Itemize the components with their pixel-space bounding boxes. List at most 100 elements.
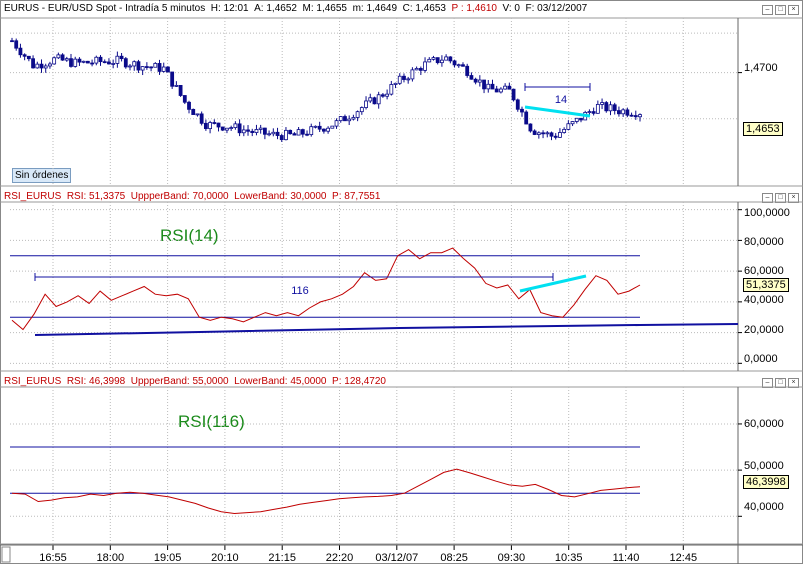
candle-body: [444, 56, 449, 61]
rsi116-panel-controls: – □ ×: [762, 378, 799, 388]
candle-body: [490, 83, 495, 90]
candle-body: [499, 88, 503, 93]
candle-body: [566, 123, 571, 130]
candle-body: [330, 125, 335, 129]
rsi14-baseline: [34, 323, 739, 336]
candle-body: [587, 111, 592, 113]
candle-body: [503, 85, 508, 90]
candle-body: [511, 88, 516, 101]
time-axis-label: 12:45: [670, 552, 698, 564]
price-current-badge: 1,4653: [743, 122, 783, 136]
rsi14-label: RSI(14): [160, 226, 219, 245]
candle-body: [229, 127, 234, 129]
time-axis-label: 11:40: [613, 552, 640, 564]
candle-body: [465, 65, 470, 76]
minimize-icon[interactable]: –: [762, 5, 773, 15]
candle-body: [119, 55, 124, 60]
candle-body: [98, 56, 103, 63]
candle-body: [469, 75, 474, 80]
candle-body: [617, 110, 621, 115]
rsi116-line: [11, 468, 641, 515]
candle-body: [435, 57, 440, 64]
time-axis-label: 22:20: [326, 552, 354, 564]
candle-body: [115, 55, 120, 64]
rsi116-upper: UppperBand: 55,0000: [130, 376, 229, 387]
candle-body: [199, 113, 204, 124]
candle-body: [77, 58, 82, 63]
rsi14-axis-tick: 60,0000: [744, 265, 784, 277]
candle-body: [178, 85, 183, 96]
rsi116-lower: LowerBand: 45,0000: [234, 376, 327, 387]
candle-body: [536, 132, 541, 135]
candle-body: [520, 108, 524, 113]
candle-body: [90, 62, 94, 65]
candle-body: [26, 55, 31, 60]
candle-body: [31, 58, 35, 69]
rsi14-panel-title: RSI_EURUS RSI: 51,3375 UppperBand: 70,00…: [4, 191, 380, 202]
candle-body: [389, 84, 394, 95]
candle-body: [612, 104, 617, 111]
close-icon[interactable]: ×: [788, 5, 799, 15]
candle-body: [170, 71, 175, 87]
time-axis-label: 09:30: [498, 552, 526, 564]
orders-status-button[interactable]: Sin órdenes: [12, 168, 72, 183]
candle-body: [52, 57, 57, 65]
candle-body: [94, 56, 99, 64]
rsi116-label: RSI(116): [178, 412, 245, 431]
candle-body: [157, 63, 162, 72]
time-axis-label: 20:10: [211, 552, 239, 564]
candle-body: [195, 113, 200, 116]
price-panel-title: EURUS - EUR/USD Spot - Intradía 5 minuto…: [4, 3, 588, 14]
candle-body: [473, 78, 478, 83]
candle-body: [570, 121, 575, 125]
candle-body: [123, 58, 128, 68]
candle-body: [166, 66, 170, 73]
candle-body: [604, 102, 609, 112]
candle-body: [262, 127, 267, 135]
candle-body: [140, 66, 145, 71]
candle-body: [347, 118, 352, 122]
candle-body: [128, 65, 132, 68]
candle-body: [136, 61, 141, 71]
max-label: M: 1,4655: [302, 3, 347, 14]
candle-body: [515, 99, 520, 110]
candle-body: [380, 94, 385, 97]
candle-body: [144, 66, 149, 68]
candle-body: [14, 40, 19, 49]
candle-body: [507, 85, 512, 90]
candle-body: [549, 132, 554, 137]
candle-body: [410, 69, 415, 80]
candle-body: [368, 97, 373, 102]
rsi116-p: P: 128,4720: [332, 376, 386, 387]
rsi14-lower: LowerBand: 30,0000: [234, 191, 327, 202]
rsi116-symbol: RSI_EURUS: [4, 376, 62, 387]
date-label: F: 03/12/2007: [525, 3, 588, 14]
candle-body: [558, 132, 562, 138]
candle-body: [397, 75, 402, 84]
candle-body: [275, 131, 280, 136]
candle-body: [343, 116, 347, 122]
min-label: m: 1,4649: [352, 3, 398, 14]
time-axis-label: 16:55: [39, 552, 67, 564]
instrument-label: EUR/USD Spot - Intradía 5 minutos: [47, 3, 206, 14]
rsi14-axis-tick: 40,0000: [744, 294, 784, 306]
time-axis-label: 21:15: [268, 552, 296, 564]
candle-body: [448, 56, 453, 62]
candle-body: [250, 130, 255, 133]
candle-body: [216, 122, 221, 128]
candle-body: [73, 58, 78, 67]
candle-body: [385, 93, 390, 97]
rsi14-trendline: [519, 274, 587, 293]
scroll-left-icon: [1, 546, 11, 563]
candle-body: [208, 122, 212, 130]
candle-body: [174, 85, 179, 87]
candle-body: [591, 111, 596, 114]
maximize-icon[interactable]: □: [775, 5, 786, 15]
candle-body: [69, 58, 73, 67]
candle-body: [638, 114, 642, 118]
rsi14-axis-tick: 100,0000: [744, 207, 790, 219]
candle-body: [267, 133, 272, 136]
price-trendline: [524, 105, 591, 118]
rsi116-axis-tick: 60,0000: [744, 418, 784, 430]
